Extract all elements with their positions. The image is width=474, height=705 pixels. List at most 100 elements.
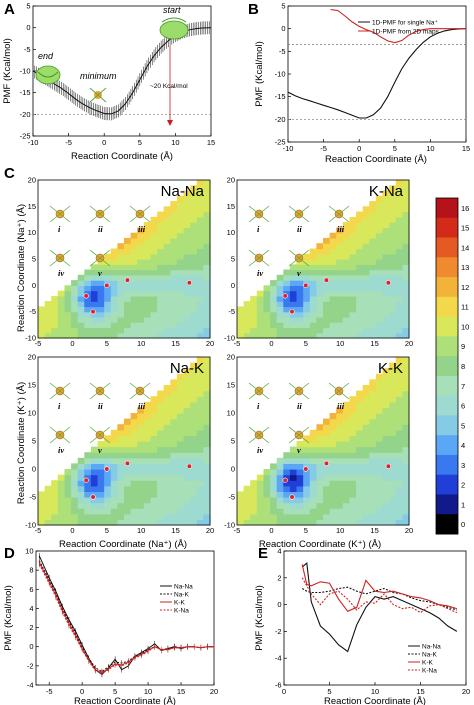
heat-cell: [309, 469, 317, 476]
y-tick-label: 0: [32, 281, 36, 290]
heat-cell: [402, 195, 410, 202]
heat-cell: [375, 396, 384, 403]
heat-cell: [90, 446, 99, 453]
heat-cell: [356, 513, 364, 520]
heat-cell: [71, 508, 79, 515]
heat-cell: [44, 497, 52, 504]
heat-cell: [336, 485, 344, 492]
heat-cell: [402, 446, 410, 453]
heat-cell: [342, 285, 350, 292]
heat-cell: [316, 259, 324, 265]
heat-cell: [90, 491, 99, 498]
heat-cell: [196, 463, 204, 470]
heat-cell: [329, 285, 337, 292]
heat-cell: [309, 457, 317, 464]
heat-cell: [395, 211, 403, 218]
heat-cell: [342, 301, 350, 307]
heat-cell: [196, 222, 204, 228]
heat-cell: [375, 259, 384, 265]
heat-cell: [124, 285, 132, 292]
heat-cell: [243, 513, 251, 520]
heat-cell: [395, 301, 403, 307]
heat-cell: [395, 357, 403, 364]
heat-cell: [71, 513, 79, 520]
heat-cell: [296, 301, 304, 307]
heat-cell: [283, 463, 291, 470]
heat-cell: [124, 269, 132, 276]
heat-cell: [342, 322, 350, 329]
heat-cell: [342, 290, 350, 297]
x-tick-label: 10: [171, 138, 179, 147]
heat-cell: [270, 301, 278, 307]
heat-cell: [97, 311, 105, 318]
configuration-label: ii: [297, 224, 302, 234]
heat-cell: [349, 264, 357, 271]
heat-cell: [170, 480, 178, 487]
heat-cell: [316, 485, 324, 492]
legend-d: Na-Na Na-K K-K K-Na: [160, 584, 193, 615]
heat-cell: [77, 502, 85, 509]
heat-cell: [170, 390, 178, 397]
heat-cell: [104, 463, 112, 470]
heat-cell: [250, 491, 258, 498]
heat-cell: [349, 232, 357, 239]
heat-cell: [190, 401, 198, 408]
heat-cell: [38, 327, 46, 334]
heat-cell: [163, 429, 171, 436]
heat-cell: [137, 469, 145, 476]
heat-cell: [237, 322, 245, 329]
heat-cell: [323, 332, 331, 339]
heat-cell: [157, 327, 165, 334]
heat-cell: [309, 463, 317, 470]
heat-cell: [349, 243, 357, 250]
heat-cell: [203, 457, 211, 464]
heat-cell: [369, 513, 377, 520]
heat-cell: [163, 322, 171, 329]
heat-cell: [402, 469, 410, 476]
heat-cell: [375, 274, 384, 281]
heat-cell: [342, 327, 350, 334]
heat-cell: [402, 290, 410, 297]
heat-cell: [329, 290, 337, 297]
heat-cell: [402, 513, 410, 520]
heat-cell: [170, 327, 178, 334]
heat-cell: [356, 311, 364, 318]
heat-cell: [276, 311, 284, 318]
heat-cell: [203, 201, 211, 207]
heat-cell: [163, 452, 171, 459]
heat-cell: [104, 332, 112, 339]
heat-cell: [316, 435, 324, 442]
minimum-marker: [303, 282, 309, 288]
colorbar-swatch: [436, 336, 458, 357]
heat-cell: [157, 295, 165, 302]
heat-cell: [163, 248, 171, 255]
heat-cell: [356, 407, 364, 414]
heat-cell: [104, 264, 112, 271]
configuration-label: iii: [337, 224, 345, 234]
heat-cell: [375, 513, 384, 520]
heat-cell: [329, 480, 337, 487]
heat-cell: [283, 295, 291, 302]
heat-cell: [110, 502, 118, 509]
heat-cell: [137, 264, 145, 271]
heat-cell: [356, 274, 364, 281]
x-tick-label: 10: [426, 144, 434, 153]
heat-cell: [316, 491, 324, 498]
heat-cell: [163, 413, 171, 420]
heat-cell: [250, 332, 258, 339]
heat-cell: [196, 362, 204, 369]
heat-cell: [349, 253, 357, 260]
heat-cell: [296, 316, 304, 323]
heat-cell: [329, 237, 337, 244]
heat-cell: [309, 441, 317, 448]
colorbar-swatch: [436, 198, 458, 219]
heat-cell: [130, 306, 138, 313]
heat-cell: [143, 295, 151, 302]
heat-cell: [183, 216, 191, 223]
heat-cell: [110, 491, 118, 498]
heat-cell: [309, 474, 317, 481]
heat-cell: [323, 441, 331, 448]
heat-cell: [336, 259, 344, 265]
heat-cell: [369, 407, 377, 414]
